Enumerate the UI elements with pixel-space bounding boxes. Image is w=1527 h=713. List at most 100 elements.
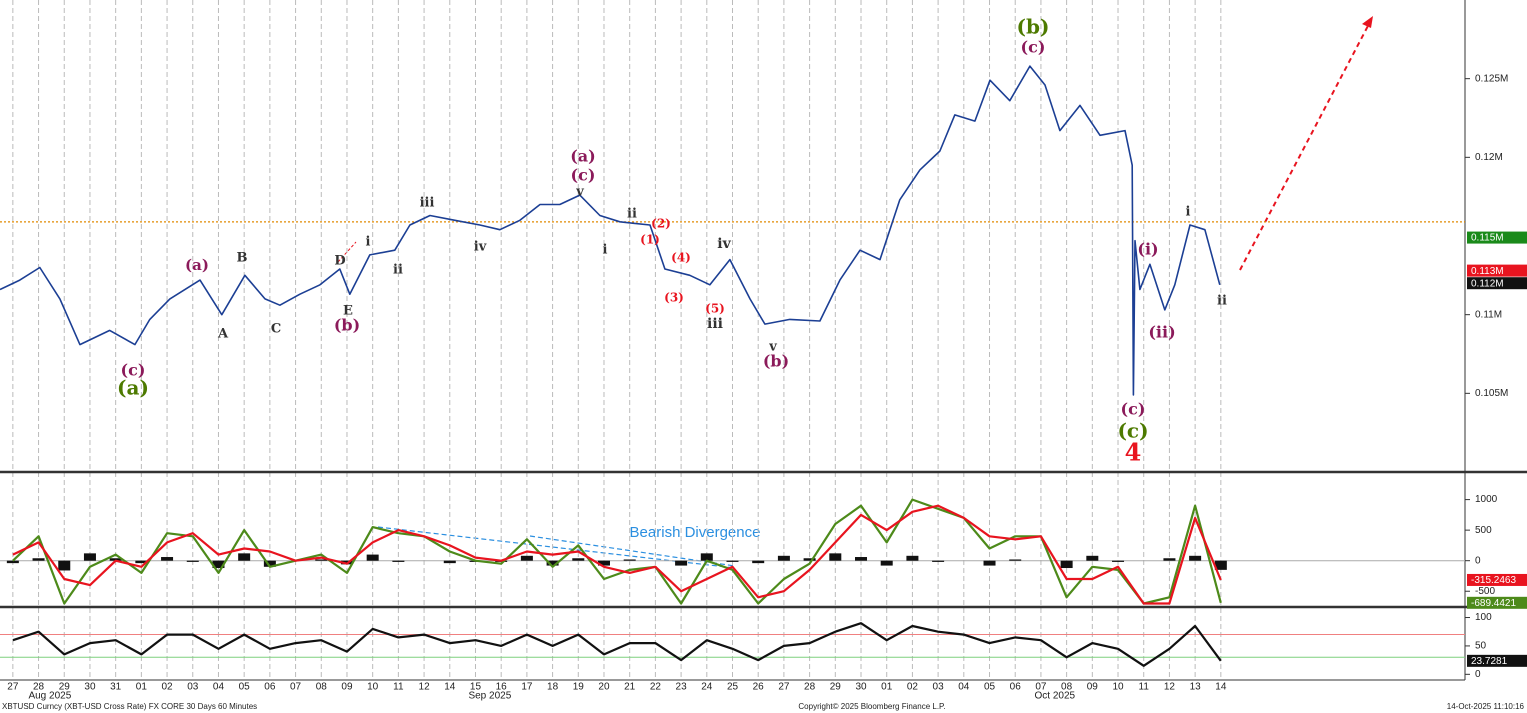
x-tick-label: 01 bbox=[136, 682, 148, 693]
x-tick-label: 04 bbox=[958, 682, 970, 693]
x-tick-label: 01 bbox=[881, 682, 893, 693]
series-line bbox=[12, 498, 1222, 605]
wave-label: (a) bbox=[570, 147, 596, 166]
x-tick-label: 18 bbox=[547, 682, 559, 693]
x-tick-label: 10 bbox=[367, 682, 379, 693]
x-tick-label: 20 bbox=[598, 682, 610, 693]
x-tick-label: 09 bbox=[341, 682, 353, 693]
value-box bbox=[1467, 264, 1527, 277]
wave-label: (b) bbox=[763, 352, 789, 371]
x-tick-label: 04 bbox=[213, 682, 225, 693]
wave-label: iv bbox=[474, 240, 487, 255]
value-box-label: 0.113M bbox=[1471, 266, 1504, 277]
x-tick-label: 31 bbox=[110, 682, 122, 693]
y-tick-label: 100 bbox=[1475, 612, 1492, 623]
x-tick-label: 16 bbox=[496, 682, 508, 693]
x-tick-label: 03 bbox=[933, 682, 945, 693]
histogram-bar bbox=[572, 558, 585, 561]
x-tick-label: 25 bbox=[727, 682, 739, 693]
wave-label: C bbox=[271, 322, 281, 337]
wave-label: (a) bbox=[185, 256, 209, 274]
x-tick-label: 28 bbox=[804, 682, 816, 693]
wave-label: (a) bbox=[117, 376, 149, 400]
histogram-bar bbox=[315, 559, 328, 561]
x-tick-label: 07 bbox=[1035, 682, 1047, 693]
x-tick-label: 30 bbox=[855, 682, 867, 693]
histogram-bar bbox=[1060, 560, 1073, 569]
histogram-bar bbox=[83, 553, 96, 561]
wave-label: A bbox=[217, 327, 229, 342]
x-tick-label: 11 bbox=[393, 682, 404, 693]
x-tick-label: 09 bbox=[1087, 682, 1099, 693]
value-box-label: -689.4421 bbox=[1471, 598, 1516, 609]
histogram-bar bbox=[238, 553, 251, 561]
wave-label: iv bbox=[717, 236, 731, 252]
x-tick-label: 30 bbox=[84, 682, 96, 693]
histogram-bar bbox=[1163, 558, 1176, 561]
histogram-bar bbox=[1112, 560, 1125, 562]
x-tick-label: 06 bbox=[1010, 682, 1022, 693]
x-tick-label: 02 bbox=[907, 682, 919, 693]
histogram-bar bbox=[6, 560, 19, 564]
footer-timestamp: 14-Oct-2025 11:10:16 bbox=[1447, 702, 1525, 711]
x-tick-label: 03 bbox=[187, 682, 199, 693]
x-tick-label: 12 bbox=[1164, 682, 1176, 693]
x-tick-label: 19 bbox=[573, 682, 585, 693]
x-tick-label: 11 bbox=[1139, 682, 1150, 693]
x-tick-label: 15 bbox=[470, 682, 482, 693]
wave-label: (1) bbox=[640, 233, 660, 247]
x-tick-label: 05 bbox=[984, 682, 996, 693]
wave-label: (i) bbox=[1137, 240, 1158, 259]
y-tick-label: 0.11M bbox=[1475, 309, 1502, 320]
histogram-bar bbox=[675, 560, 688, 566]
x-tick-label: 29 bbox=[59, 682, 71, 693]
wave-label: v bbox=[575, 185, 584, 200]
histogram-bar bbox=[212, 560, 225, 569]
y-tick-label: 0.105M bbox=[1475, 388, 1508, 399]
wave-label: (3) bbox=[664, 291, 684, 305]
histogram-bar bbox=[135, 560, 148, 564]
x-tick-label: 22 bbox=[650, 682, 662, 693]
y-tick-label: 500 bbox=[1475, 525, 1492, 536]
x-tick-label: 21 bbox=[624, 682, 636, 693]
histogram-bar bbox=[880, 560, 893, 566]
wave-label: (c) bbox=[121, 361, 146, 380]
histogram-bar bbox=[829, 553, 842, 561]
x-tick-label: 24 bbox=[701, 682, 713, 693]
wave-label: (c) bbox=[1021, 38, 1046, 57]
arrow-head bbox=[1362, 16, 1373, 28]
histogram-bar bbox=[109, 558, 122, 561]
month-label: Oct 2025 bbox=[1035, 691, 1076, 702]
footer-source: XBTUSD Curncy (XBT-USD Cross Rate) FX CO… bbox=[2, 702, 257, 711]
wave-label: (b) bbox=[1017, 15, 1050, 39]
y-tick-label: 50 bbox=[1475, 641, 1487, 652]
x-tick-label: 08 bbox=[316, 682, 328, 693]
x-tick-label: 17 bbox=[521, 682, 533, 693]
value-box bbox=[1467, 277, 1527, 290]
histogram-bar bbox=[777, 555, 790, 561]
wave-label: (b) bbox=[334, 316, 360, 335]
wave-label: (5) bbox=[705, 302, 725, 316]
histogram-bar bbox=[32, 558, 45, 561]
wave-label: ii bbox=[393, 263, 403, 278]
value-box-label: 0.115M bbox=[1471, 233, 1504, 244]
wave-label: E bbox=[343, 304, 353, 319]
x-tick-label: 28 bbox=[33, 682, 45, 693]
y-tick-label: 0.12M bbox=[1475, 152, 1503, 163]
histogram-bar bbox=[366, 554, 379, 561]
value-box bbox=[1467, 231, 1527, 244]
wave-label: (ii) bbox=[1148, 323, 1175, 342]
histogram-bar bbox=[392, 560, 405, 562]
trend-dash bbox=[337, 241, 357, 263]
histogram-bar bbox=[855, 557, 868, 561]
y-tick-label: 0.125M bbox=[1475, 73, 1508, 84]
histogram-bar bbox=[752, 560, 765, 564]
wave-label: iii bbox=[707, 316, 723, 332]
wave-label: i bbox=[1186, 205, 1191, 220]
series-line bbox=[12, 504, 1222, 605]
value-box-label: 0.112M bbox=[1471, 278, 1504, 289]
x-tick-label: 10 bbox=[1112, 682, 1124, 693]
histogram-bar bbox=[443, 560, 456, 564]
